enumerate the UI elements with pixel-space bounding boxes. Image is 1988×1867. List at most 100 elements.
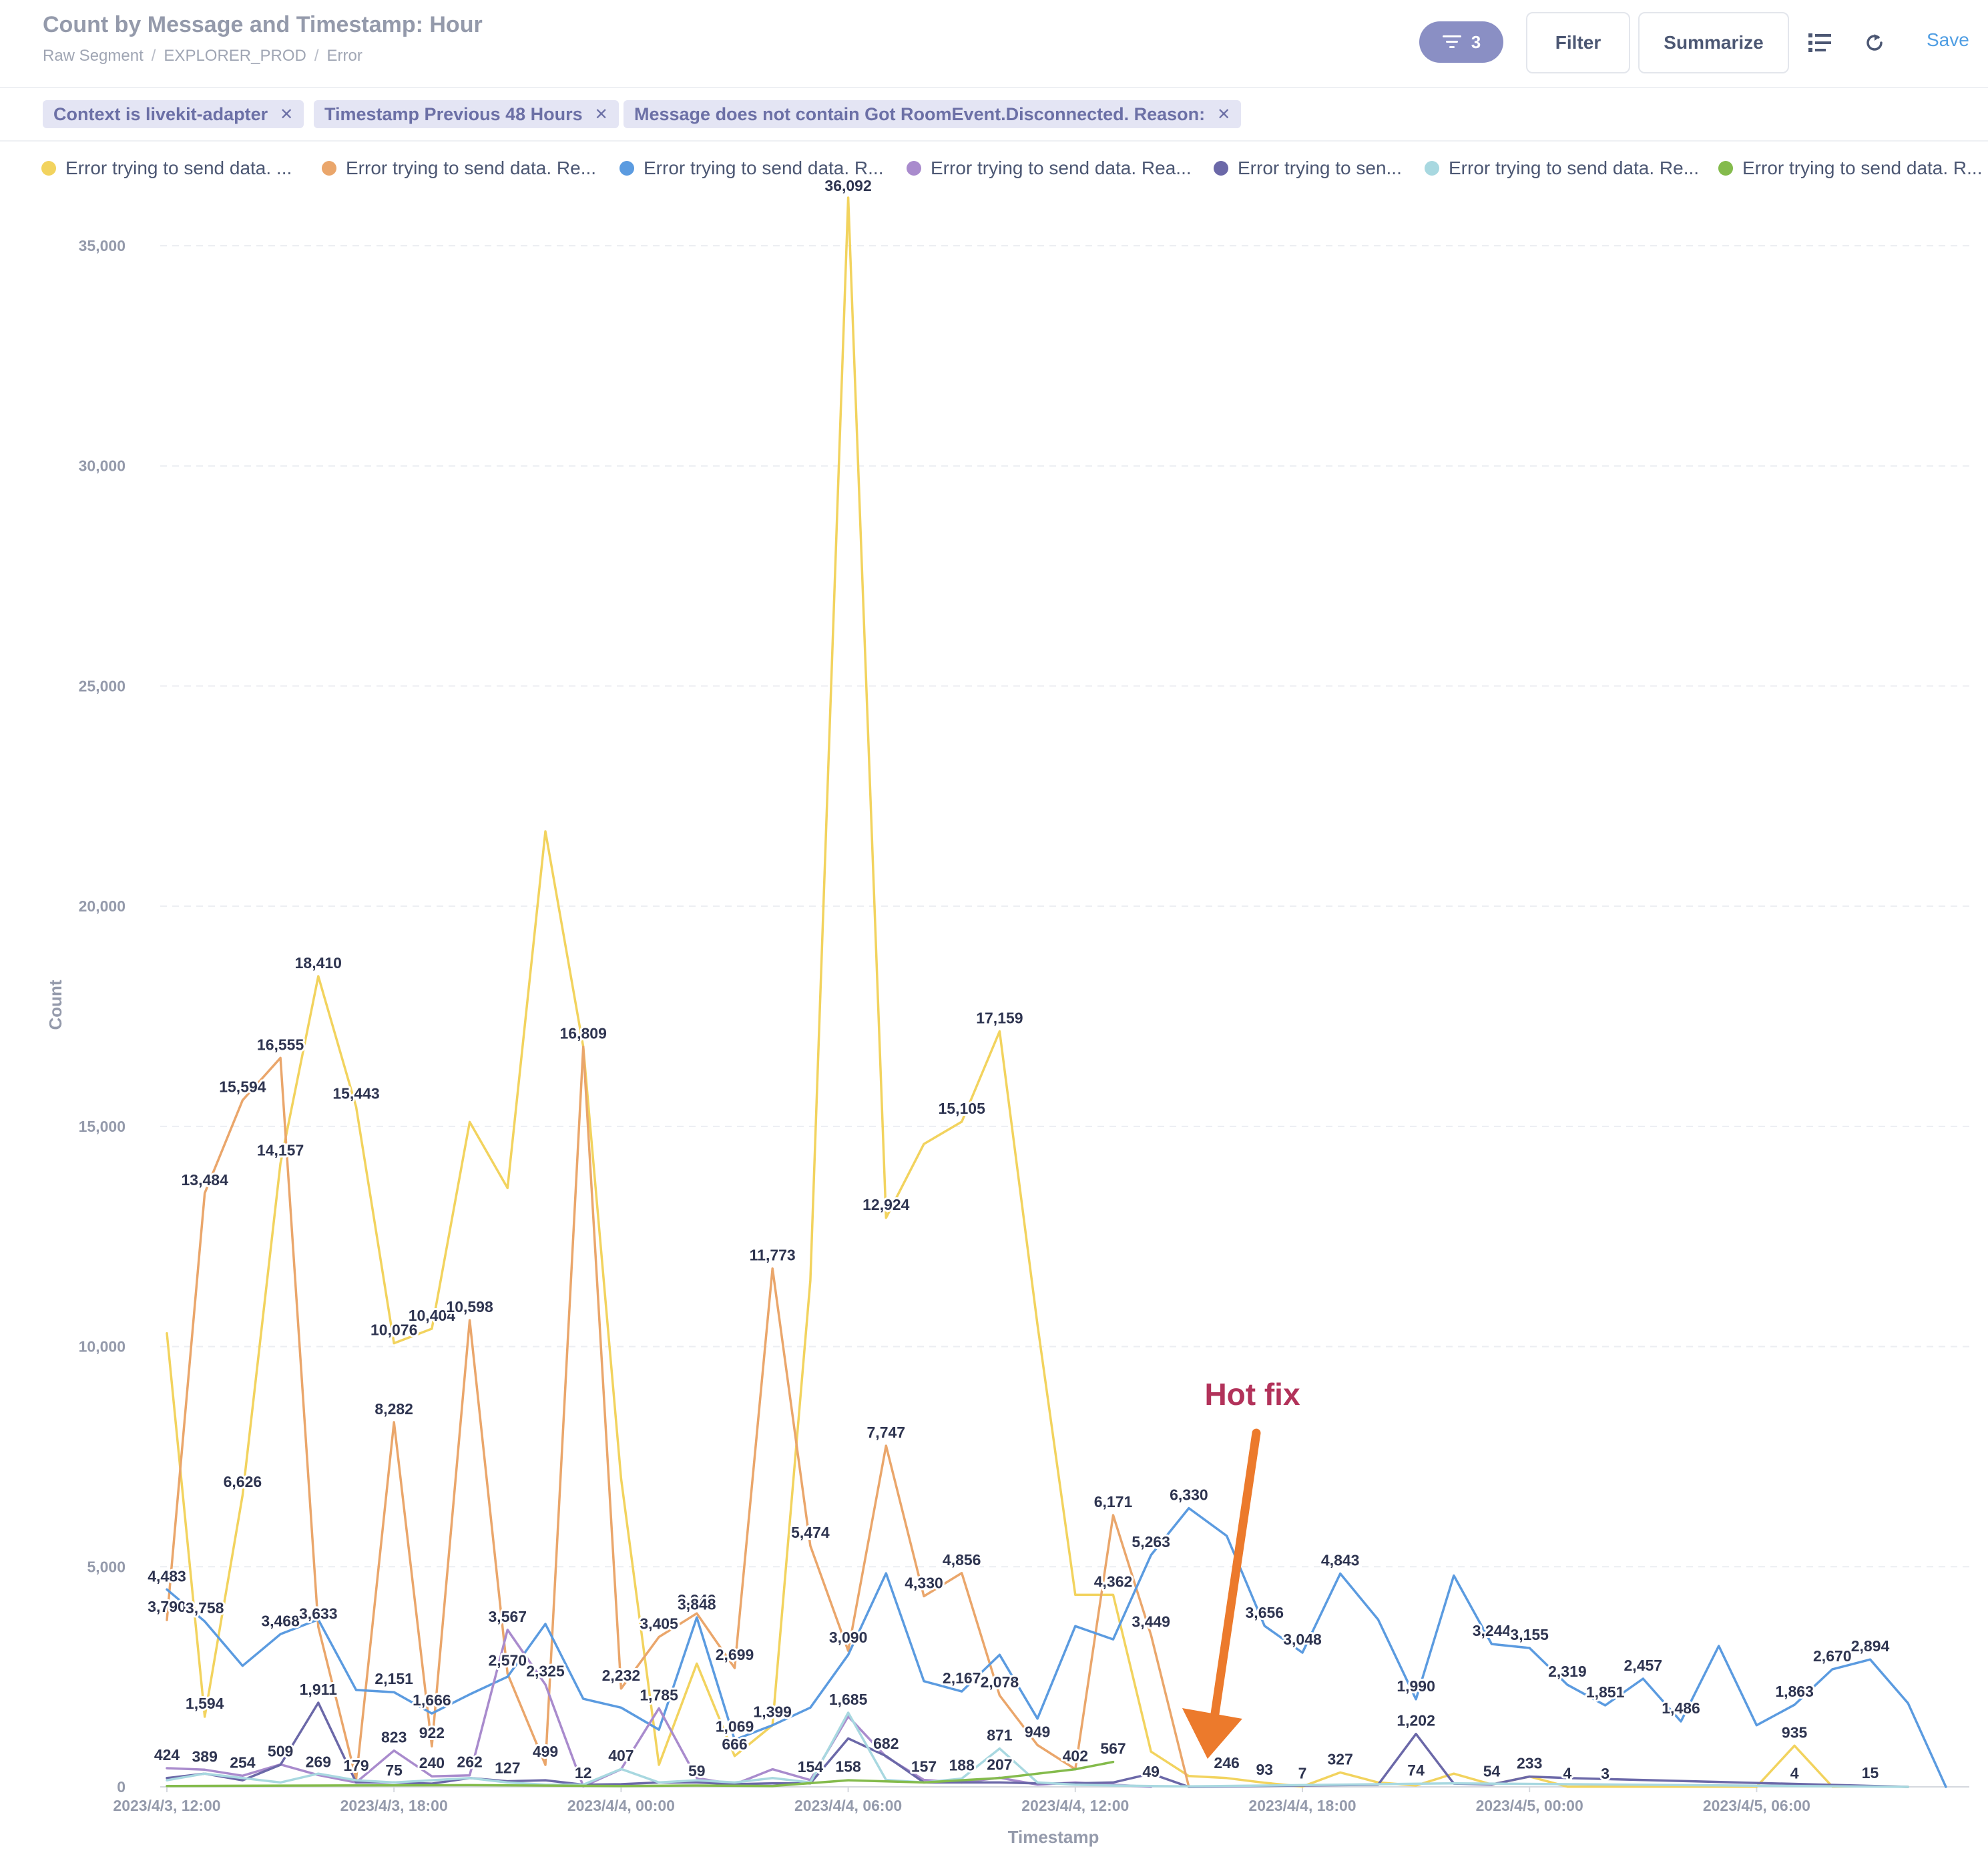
data-label: 158: [835, 1758, 861, 1776]
data-label: 6,626: [224, 1473, 262, 1490]
data-label: 2,570: [489, 1652, 527, 1669]
data-label: 1,666: [413, 1691, 451, 1709]
data-labels: 18,410 16,555 15,594 15,443 14,157 13,484 6,62…: [146, 175, 1891, 1784]
y-tick-label: 0: [117, 1778, 126, 1796]
filter-chip-label: Timestamp Previous 48 Hours: [324, 103, 583, 124]
data-label: 1,202: [1397, 1712, 1435, 1729]
data-label: 3,048: [1283, 1631, 1322, 1648]
series-lines: [166, 196, 1947, 1788]
breadcrumb-item-table[interactable]: Error: [326, 47, 362, 65]
data-label: 74: [1407, 1761, 1425, 1779]
data-label: 499: [533, 1743, 558, 1760]
data-label: 389: [192, 1747, 218, 1765]
data-label: 567: [1100, 1740, 1126, 1757]
legend-item[interactable]: Error trying to send data. Re...: [322, 158, 596, 179]
legend-dot: [1214, 161, 1228, 176]
arrow-head: [1182, 1708, 1242, 1759]
data-label: 4: [1563, 1765, 1572, 1782]
data-label: 3,567: [489, 1608, 527, 1625]
x-tick-label: 2023/4/3, 18:00: [340, 1797, 448, 1814]
data-label: 7,747: [867, 1424, 906, 1441]
legend-item[interactable]: Error trying to send data. R...: [1718, 158, 1983, 179]
filter-count: 3: [1471, 31, 1481, 52]
data-label: 3,758: [186, 1599, 224, 1617]
filter-count-toggle[interactable]: 3: [1419, 21, 1503, 63]
summarize-button[interactable]: Summarize: [1638, 12, 1789, 73]
filter-chip-context[interactable]: Context is livekit-adapter ✕: [43, 100, 304, 128]
refresh-button[interactable]: [1858, 27, 1891, 59]
data-label: 1,990: [1397, 1677, 1435, 1695]
legend-label: Error trying to send data. R...: [644, 158, 884, 178]
list-view-button[interactable]: [1804, 27, 1836, 59]
data-label: 2,325: [526, 1663, 565, 1680]
legend-item[interactable]: Error trying to send data. Re...: [1425, 158, 1699, 179]
legend-item[interactable]: Error trying to send data. R...: [619, 158, 884, 179]
data-label: 922: [419, 1724, 445, 1741]
filter-button[interactable]: Filter: [1526, 12, 1630, 73]
close-icon[interactable]: ✕: [594, 105, 608, 124]
series-line-1[interactable]: [166, 196, 1909, 1788]
data-label: 2,699: [716, 1646, 754, 1663]
legend-item[interactable]: Error trying to send data. ...: [41, 158, 292, 179]
data-label: 188: [949, 1757, 975, 1774]
data-label: 18,410: [295, 954, 342, 972]
series-line-3[interactable]: [166, 1506, 1947, 1788]
data-label: 4,362: [1094, 1573, 1133, 1590]
legend-item[interactable]: Error trying to send data. Rea...: [907, 158, 1192, 179]
filter-chip-timestamp[interactable]: Timestamp Previous 48 Hours ✕: [314, 100, 619, 128]
x-tick-label: 2023/4/4, 06:00: [794, 1797, 902, 1814]
legend-item[interactable]: Error trying to sen...: [1214, 158, 1402, 179]
breadcrumb-item-schema[interactable]: EXPLORER_PROD: [164, 47, 306, 65]
close-icon[interactable]: ✕: [1217, 105, 1231, 124]
y-tick-label: 10,000: [79, 1338, 126, 1356]
data-label: 5,474: [791, 1524, 830, 1541]
data-label: 11,773: [750, 1247, 796, 1264]
legend-dot: [1425, 161, 1439, 176]
y-tick-label: 20,000: [79, 897, 126, 915]
data-label: 54: [1483, 1762, 1501, 1780]
data-label: 4,483: [148, 1567, 186, 1585]
legend-dot: [322, 161, 336, 176]
series-line-2[interactable]: [166, 1045, 1190, 1788]
data-label: 1,594: [186, 1695, 224, 1712]
legend-label: Error trying to send data. Re...: [1449, 158, 1700, 178]
data-label: 4,330: [905, 1574, 943, 1591]
data-label: 823: [381, 1729, 407, 1746]
close-icon[interactable]: ✕: [280, 105, 294, 124]
data-label: 3,468: [261, 1612, 300, 1629]
x-tick-label: 2023/4/4, 12:00: [1021, 1797, 1129, 1814]
data-label: 2,894: [1851, 1637, 1890, 1655]
save-button[interactable]: Save: [1927, 29, 1969, 50]
data-label: 424: [154, 1746, 180, 1764]
y-axis-ticks: 0 5,000 10,000 15,000 20,000 25,000 30,000 35,0…: [79, 237, 126, 1796]
data-label: 2,232: [602, 1667, 641, 1684]
legend-label: Error trying to send data. Rea...: [931, 158, 1192, 178]
breadcrumb-item-database[interactable]: Raw Segment: [43, 47, 144, 65]
legend-dot: [1718, 161, 1733, 176]
data-label: 402: [1063, 1747, 1088, 1764]
data-label: 254: [230, 1753, 256, 1771]
data-label: 2,078: [981, 1673, 1019, 1691]
breadcrumb: Raw Segment / EXPLORER_PROD / Error: [43, 47, 362, 65]
data-label: 6,171: [1094, 1493, 1133, 1510]
legend-dot: [41, 161, 56, 176]
y-tick-label: 35,000: [79, 237, 126, 254]
y-tick-label: 30,000: [79, 457, 126, 475]
series-line-7[interactable]: [166, 1760, 1115, 1788]
data-label: 4: [1790, 1765, 1799, 1782]
data-label: 3,656: [1246, 1604, 1284, 1621]
y-tick-label: 5,000: [87, 1558, 126, 1575]
series-line-6[interactable]: [166, 1711, 1909, 1788]
annotation-label: Hot fix: [1204, 1377, 1300, 1412]
grid: [160, 245, 1969, 1788]
filter-chip-message[interactable]: Message does not contain Got RoomEvent.D…: [624, 100, 1242, 128]
data-label: 3,790: [148, 1598, 186, 1615]
data-label: 15: [1862, 1764, 1879, 1782]
data-label: 93: [1256, 1761, 1274, 1778]
data-label: 6,330: [1170, 1486, 1208, 1504]
y-tick-label: 15,000: [79, 1118, 126, 1135]
data-label: 17,159: [976, 1009, 1023, 1026]
data-label: 3,155: [1510, 1626, 1549, 1643]
data-label: 2,167: [943, 1669, 981, 1687]
